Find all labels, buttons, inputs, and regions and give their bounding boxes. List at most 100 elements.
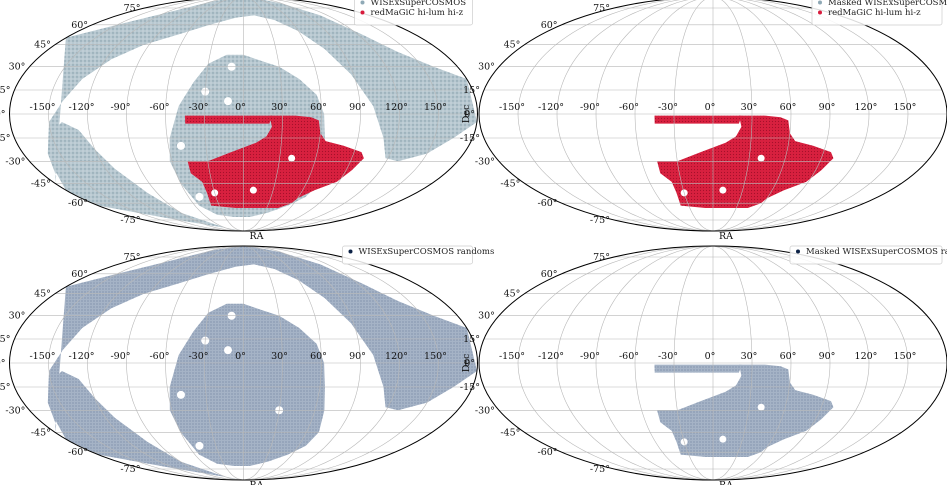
x-axis-label: RA [249, 231, 263, 242]
legend-marker [818, 0, 822, 5]
legend-box [342, 245, 473, 265]
dec-tick-label: -45° [31, 427, 51, 438]
ra-tick-label: -120° [68, 102, 94, 113]
mask-hole [195, 441, 204, 450]
mask-hole [757, 403, 765, 411]
x-axis-label: RA [249, 480, 263, 485]
dec-tick-label: -45° [31, 178, 51, 189]
dec-tick-label: -75° [120, 464, 140, 475]
ra-tick-label: -90° [580, 102, 600, 113]
graticule [9, 245, 478, 481]
ra-tick-label: -150° [29, 102, 55, 113]
dec-tick-label: -75° [120, 215, 140, 226]
dec-tick-label: -15° [460, 382, 480, 393]
mask-hole [176, 390, 185, 399]
ra-tick-label: -90° [580, 351, 600, 362]
ra-tick-label: -90° [110, 102, 130, 113]
sky-coverage-south [51, 371, 244, 480]
legend-label: Masked WISExSuperCOSMOS [828, 0, 947, 8]
dec-tick-label: -60° [538, 198, 558, 209]
ra-tick-label: -150° [29, 351, 55, 362]
dec-tick-label: 0° [0, 109, 6, 120]
ra-tick-label: -30° [188, 102, 208, 113]
mask-hole [719, 435, 727, 443]
mask-hole [249, 186, 257, 194]
mask-hole [719, 186, 727, 194]
dec-tick-label: 60° [541, 269, 558, 280]
dec-tick-label: 30° [478, 62, 495, 73]
dec-tick-label: 60° [541, 20, 558, 31]
ra-tick-label: -150° [499, 351, 525, 362]
y-axis-label: Dec [461, 105, 472, 124]
ra-tick-label: -120° [538, 102, 564, 113]
ra-tick-label: -30° [188, 351, 208, 362]
dec-tick-label: -45° [500, 427, 520, 438]
dec-tick-label: 0° [464, 109, 475, 120]
sky-coverage-north [47, 0, 477, 184]
dec-tick-label: 30° [9, 311, 26, 322]
legend-marker [796, 249, 800, 254]
ra-tick-label: 0° [235, 351, 246, 362]
ra-tick-label: 60° [780, 351, 797, 362]
dec-tick-label: 15° [0, 85, 10, 96]
dec-tick-label: -15° [460, 133, 480, 144]
dec-tick-label: 45° [34, 289, 51, 300]
random-stripe [654, 364, 742, 373]
mask-hole [190, 68, 199, 77]
mask-hole [223, 346, 232, 355]
ra-tick-label: 120° [855, 102, 878, 113]
map-panel-4: -150° -120° -90° -60° -30° 0° 30° 60° 90° 120° 150… [460, 245, 947, 485]
legend: Masked WISExSuperCOSMOS randoms [789, 245, 947, 265]
ra-tick-label: 60° [310, 102, 327, 113]
dec-tick-label: 30° [478, 311, 495, 322]
ra-tick-label: 0° [235, 102, 246, 113]
dec-tick-label: -75° [590, 464, 610, 475]
map-outline [478, 0, 947, 232]
redmagic-stripe [185, 115, 273, 124]
graticule [479, 0, 947, 232]
redmagic-stripe [654, 115, 742, 124]
ra-tick-label: 30° [741, 351, 758, 362]
map-panel-3: -150° -120° -90° -60° -30° 0° 30° 60° 90° 120° 150… [0, 245, 495, 485]
mask-hole [176, 141, 185, 150]
legend-label: WISExSuperCOSMOS randoms [359, 247, 495, 257]
ra-tick-label: 150° [894, 102, 917, 113]
legend-marker [360, 10, 365, 15]
ra-tick-label: 90° [819, 102, 836, 113]
graticule [479, 245, 947, 481]
legend-marker [818, 10, 822, 15]
legend-marker [360, 0, 365, 5]
dec-tick-label: -60° [538, 447, 558, 458]
map-outline [478, 245, 947, 481]
map-panel-2: -150° -120° -90° -60° -30° 0° 30° 60° 90° 120° 150… [460, 0, 947, 242]
dec-tick-label: -30° [475, 405, 495, 416]
dec-tick-label: -30° [5, 156, 25, 167]
map-outline [9, 245, 478, 481]
ra-tick-label: 120° [855, 351, 878, 362]
legend-label: Masked WISExSuperCOSMOS randoms [806, 247, 947, 257]
ra-tick-label: -90° [110, 351, 130, 362]
y-axis-label: Dec [0, 105, 3, 124]
dec-tick-label: 75° [593, 3, 610, 14]
ra-tick-label: -60° [149, 102, 169, 113]
dec-tick-label: -60° [68, 447, 88, 458]
ra-tick-label: 120° [385, 102, 408, 113]
legend-label: redMaGiC hi-lum hi-z [828, 8, 921, 18]
dec-tick-label: 0° [0, 358, 6, 369]
mask-hole [195, 192, 204, 201]
sky-coverage-north [47, 246, 478, 433]
dec-tick-label: 75° [124, 3, 141, 14]
legend-label: WISExSuperCOSMOS [371, 0, 467, 8]
ra-tick-label: 0° [705, 102, 716, 113]
ra-tick-label: -60° [619, 102, 639, 113]
ra-tick-label: -120° [538, 351, 564, 362]
graticule [9, 0, 478, 232]
dec-tick-label: 45° [504, 40, 521, 51]
ra-tick-label: 60° [310, 351, 327, 362]
map-body [654, 115, 834, 208]
map-body [47, 246, 478, 480]
dec-tick-label: 60° [71, 20, 88, 31]
legend-box [811, 0, 943, 26]
ra-tick-label: 0° [705, 351, 716, 362]
